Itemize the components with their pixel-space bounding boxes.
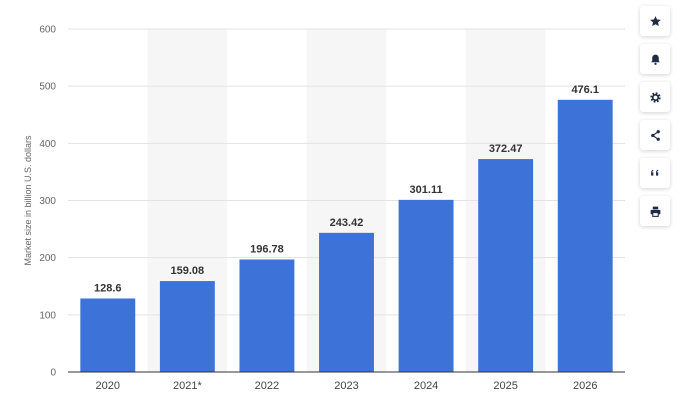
y-axis-label: Market size in billion U.S. dollars xyxy=(23,135,33,266)
y-tick-label: 500 xyxy=(39,82,56,93)
bars xyxy=(80,99,613,372)
x-tick-label: 2023 xyxy=(334,380,358,392)
x-tick-label: 2024 xyxy=(414,380,438,392)
bar xyxy=(557,99,613,372)
share-button[interactable] xyxy=(640,120,670,150)
x-tick-label: 2020 xyxy=(96,380,120,392)
notification-button[interactable] xyxy=(640,44,670,74)
share-icon xyxy=(650,129,660,141)
bar xyxy=(478,159,534,372)
data-label: 159.08 xyxy=(171,265,205,277)
star-icon xyxy=(649,15,661,26)
y-tick-label: 200 xyxy=(39,253,56,264)
x-tick-label: 2026 xyxy=(573,380,597,392)
bar xyxy=(159,281,215,372)
toolbar xyxy=(640,6,670,234)
bar xyxy=(319,232,374,372)
y-tick-label: 0 xyxy=(50,368,56,379)
data-label: 372.47 xyxy=(489,143,523,155)
data-label: 243.42 xyxy=(330,217,364,229)
y-tick-label: 100 xyxy=(39,310,56,321)
bar xyxy=(239,259,295,372)
data-label: 128.6 xyxy=(94,282,122,294)
print-icon xyxy=(650,206,660,217)
x-tick-label: 2025 xyxy=(493,380,517,392)
x-tick-label: 2022 xyxy=(255,380,279,392)
favorite-button[interactable] xyxy=(640,6,670,36)
y-tick-label: 400 xyxy=(39,139,56,150)
y-tick-label: 300 xyxy=(39,196,56,207)
gear-icon xyxy=(649,91,661,103)
x-axis-ticks: 2020 2021* 2022 2023 2024 2025 2026 xyxy=(96,380,598,392)
y-axis-ticks: 0 100 200 300 400 500 600 xyxy=(39,25,56,379)
bar-chart: 0 100 200 300 400 500 600 128.6 159.08 196.78 243… xyxy=(23,25,625,392)
data-label: 301.11 xyxy=(410,184,443,196)
bar xyxy=(80,298,136,372)
bar xyxy=(398,199,454,372)
print-button[interactable] xyxy=(640,196,670,226)
bell-icon xyxy=(650,54,660,65)
x-tick-label: 2021* xyxy=(173,380,202,392)
quote-icon xyxy=(650,169,658,176)
settings-button[interactable] xyxy=(640,82,670,112)
y-tick-label: 600 xyxy=(39,25,56,36)
data-label: 476.1 xyxy=(571,84,599,96)
data-labels: 128.6 159.08 196.78 243.42 301.11 372.47 476.1 xyxy=(94,84,599,295)
cite-button[interactable] xyxy=(640,158,670,188)
data-label: 196.78 xyxy=(250,244,284,256)
